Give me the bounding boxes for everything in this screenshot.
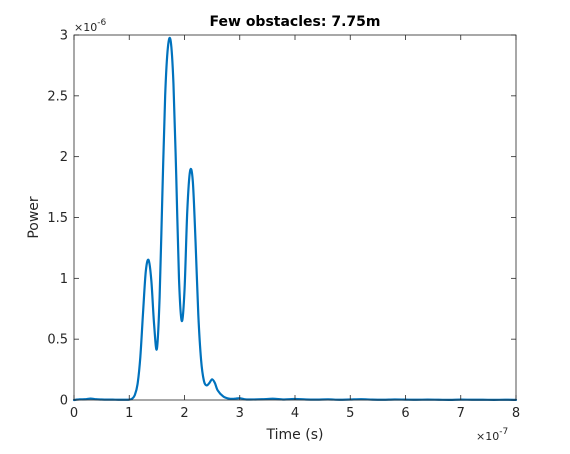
x-tick-label: 8 xyxy=(512,406,520,421)
axes-background xyxy=(74,35,516,400)
y-tick-label: 3 xyxy=(60,29,68,44)
y-tick-label: 0.5 xyxy=(47,333,68,348)
y-axis-exponent-power: -6 xyxy=(97,18,106,28)
x-tick-label: 6 xyxy=(401,406,409,421)
x-tick-label: 4 xyxy=(291,406,299,421)
x-tick-label: 5 xyxy=(346,406,354,421)
x-tick-label: 1 xyxy=(125,406,133,421)
chart-title: Few obstacles: 7.75m xyxy=(210,14,381,30)
x-tick-label: 2 xyxy=(180,406,188,421)
y-tick-label: 1 xyxy=(60,272,68,287)
y-axis-exponent: ×10-6 xyxy=(74,18,106,34)
x-tick-label: 7 xyxy=(457,406,465,421)
y-tick-label: 2.5 xyxy=(47,89,68,104)
x-axis-exponent: ×10-7 xyxy=(476,427,508,443)
ticks-layer: 0 1 2 3 4 5 6 7 8 0 0.5 1 1.5 2 2.5 3 xyxy=(47,29,520,422)
x-axis-exponent-base: ×10 xyxy=(476,430,499,443)
x-tick-label: 0 xyxy=(70,406,78,421)
x-axis-label: Time (s) xyxy=(266,427,324,443)
x-axis-exponent-power: -7 xyxy=(499,427,508,437)
y-axis-exponent-base: ×10 xyxy=(74,21,97,34)
y-axis-label: Power xyxy=(26,196,42,239)
y-tick-label: 2 xyxy=(60,150,68,165)
y-tick-label: 0 xyxy=(60,394,68,409)
x-tick-label: 3 xyxy=(236,406,244,421)
axes-box xyxy=(73,34,517,401)
y-tick-label: 1.5 xyxy=(47,211,68,226)
